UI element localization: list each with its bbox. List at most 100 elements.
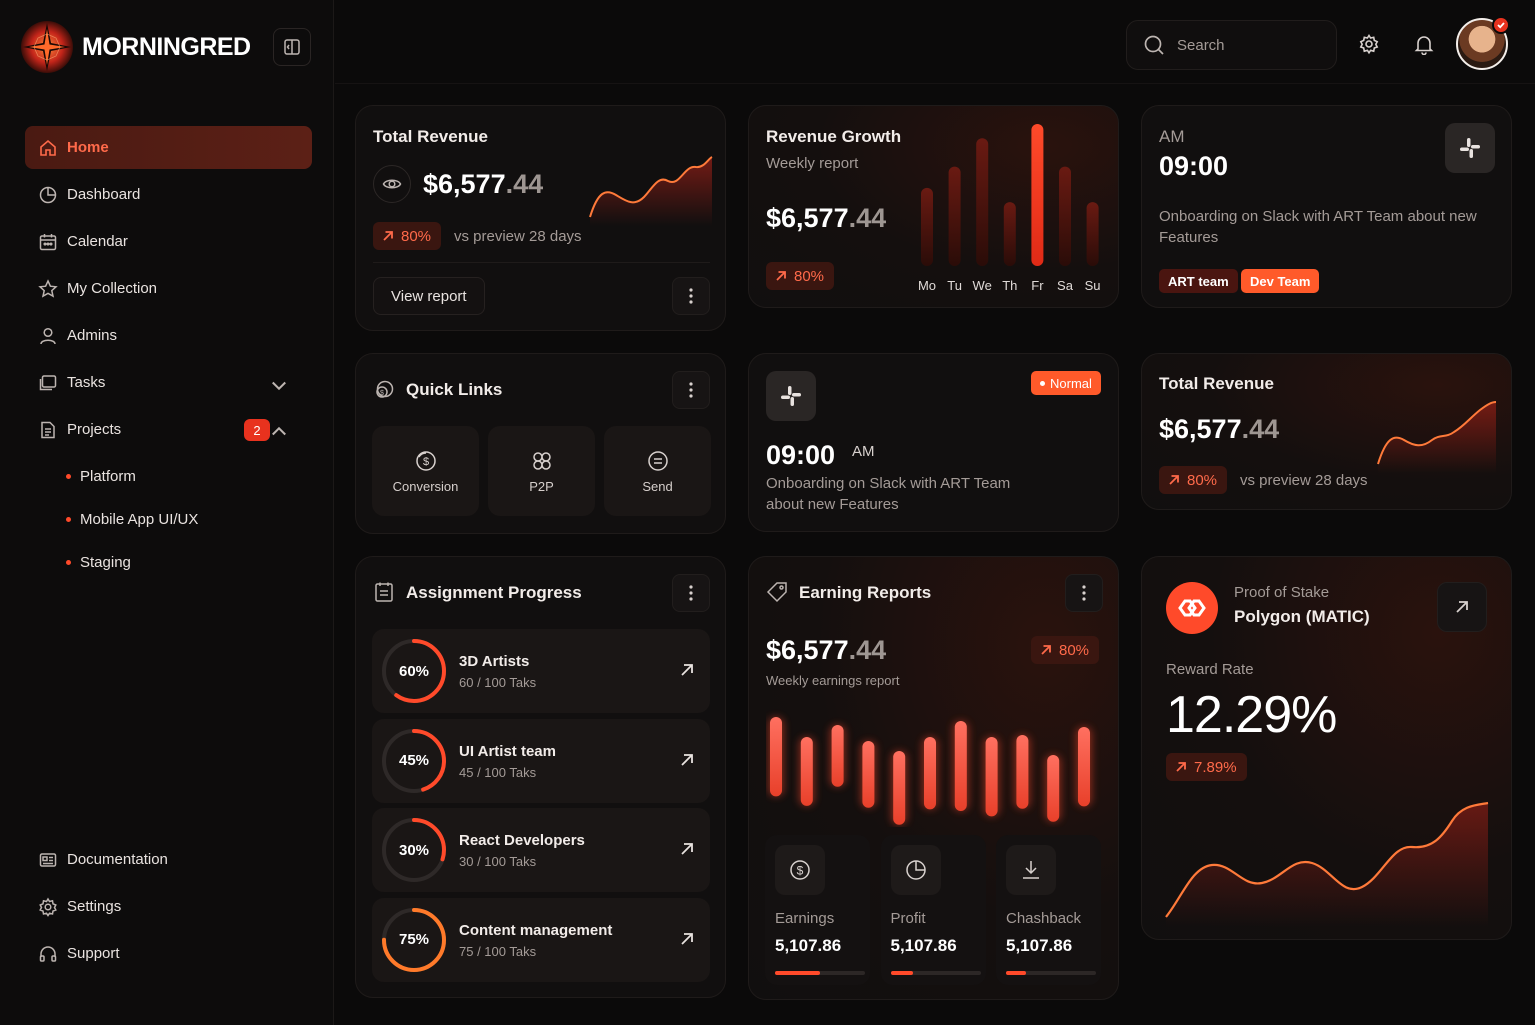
card-title: Total Revenue: [373, 127, 488, 146]
bullet-dot: [66, 517, 71, 522]
progress-team-name: UI Artist team: [459, 742, 556, 760]
quick-link-p2p[interactable]: P2P: [488, 426, 595, 516]
earnings-bar: [862, 741, 875, 808]
sidebar-item-settings[interactable]: Settings: [25, 885, 312, 928]
calendar-icon: [39, 233, 57, 250]
earnings-tile-chashback[interactable]: Chashback 5,107.86: [996, 835, 1101, 985]
arrow-up-right-icon[interactable]: [678, 751, 696, 769]
sidebar-subitem-label: Mobile App UI/UX: [80, 511, 199, 528]
sidebar-item-documentation[interactable]: Documentation: [25, 838, 312, 881]
pie-chart-icon: [39, 186, 57, 203]
arrow-up-right-icon: [1169, 475, 1179, 485]
progress-item[interactable]: 60% 3D Artists 60 / 100 Taks: [372, 629, 710, 713]
quick-link-conversion[interactable]: $ Conversion: [372, 426, 479, 516]
sidebar-item-label: Home: [67, 139, 109, 156]
amount-decimal: .44: [505, 169, 544, 199]
bell-icon[interactable]: [1413, 33, 1435, 55]
tag-art-team[interactable]: ART team: [1159, 269, 1238, 293]
change-badge: 80%: [1159, 466, 1228, 494]
arrow-up-right-icon: [776, 271, 786, 281]
earnings-tile-earnings[interactable]: $ Earnings 5,107.86: [765, 835, 870, 985]
earnings-bar-chart: [768, 717, 1092, 825]
search-input[interactable]: [1177, 36, 1317, 54]
meeting-description-line2: about new Features: [766, 496, 899, 513]
toggle-visibility-button[interactable]: [373, 165, 411, 203]
tag-dev-team[interactable]: Dev Team: [1241, 269, 1320, 293]
meeting-card: Normal 09:00 AM Onboarding on Slack with…: [748, 353, 1119, 532]
sidebar-item-projects[interactable]: Projects 2: [25, 408, 312, 451]
meeting-period: AM: [852, 443, 875, 460]
collapse-sidebar-button[interactable]: [273, 28, 311, 66]
more-options-button[interactable]: [672, 574, 710, 612]
user-avatar[interactable]: [1456, 16, 1510, 70]
assignment-progress-card: Assignment Progress 60% 3D Artists 60 / 10…: [355, 556, 726, 998]
open-staking-button[interactable]: [1437, 582, 1487, 632]
tile-label: Chashback: [1006, 910, 1082, 927]
day-label: Sa: [1057, 278, 1073, 293]
status-badge: Normal: [1031, 371, 1101, 395]
change-badge: 7.89%: [1166, 753, 1247, 781]
sidebar-subitem-label: Staging: [80, 554, 131, 571]
sidebar-item-dashboard[interactable]: Dashboard: [25, 173, 312, 216]
arrow-up-right-icon[interactable]: [678, 930, 696, 948]
arrow-up-right-icon[interactable]: [678, 840, 696, 858]
sidebar-item-tasks[interactable]: Tasks: [25, 361, 312, 404]
sidebar-item-calendar[interactable]: Calendar: [25, 220, 312, 263]
user-icon: [40, 327, 56, 344]
more-options-button[interactable]: [1065, 574, 1103, 612]
card-title: Revenue Growth: [766, 127, 902, 146]
settings-icon: [39, 897, 57, 917]
p2p-icon: [532, 451, 551, 470]
tile-progress-fill: [1006, 971, 1026, 975]
progress-task-count: 75 / 100 Taks: [459, 943, 537, 959]
more-options-button[interactable]: [672, 371, 710, 409]
day-label: Th: [1002, 278, 1018, 293]
progress-item[interactable]: 45% UI Artist team 45 / 100 Taks: [372, 718, 710, 803]
sidebar-item-home[interactable]: Home: [25, 126, 312, 169]
sidebar-item-my-collection[interactable]: My Collection: [25, 267, 312, 310]
dollar-icon: $: [790, 860, 810, 880]
card-title: Quick Links: [406, 380, 503, 399]
settings-gear-icon[interactable]: [1358, 33, 1380, 55]
sidebar-subitem-staging[interactable]: Staging: [25, 541, 312, 584]
sidebar: MORNINGRED Home Dashboard Calendar My Co…: [0, 0, 334, 1025]
progress-item[interactable]: 30% React Developers 30 / 100 Taks: [372, 808, 710, 892]
quick-link-send[interactable]: Send: [604, 426, 711, 516]
sidebar-item-support[interactable]: Support: [25, 932, 312, 975]
document-icon: [41, 421, 55, 438]
tile-progress-fill: [775, 971, 820, 975]
progress-team-name: 3D Artists: [459, 653, 530, 670]
compare-text: vs preview 28 days: [1240, 472, 1368, 489]
revenue-sparkline: [1377, 401, 1497, 473]
earnings-bar: [800, 737, 813, 806]
polygon-icon: [1178, 599, 1206, 617]
staking-kicker: Proof of Stake: [1234, 584, 1330, 601]
slack-app-tile[interactable]: [766, 371, 816, 421]
sidebar-subitem-mobile-app[interactable]: Mobile App UI/UX: [25, 498, 312, 541]
progress-item[interactable]: 75% Content management 75 / 100 Taks: [372, 897, 710, 982]
sidebar-subitem-platform[interactable]: Platform: [25, 455, 312, 498]
arrow-up-right-icon[interactable]: [678, 661, 696, 679]
status-label: Normal: [1050, 375, 1092, 391]
chevron-down-icon[interactable]: [269, 375, 289, 395]
revenue-amount: $6,577.44: [1159, 414, 1279, 445]
earning-reports-card: Earning Reports $6,577.44 Weekly earning…: [748, 556, 1119, 1000]
more-options-button[interactable]: [672, 277, 710, 315]
slack-app-tile[interactable]: [1445, 123, 1495, 173]
kebab-menu-icon: [689, 382, 693, 398]
svg-text:$: $: [797, 864, 804, 878]
progress-ring: [382, 728, 446, 793]
view-report-button[interactable]: View report: [373, 277, 485, 315]
quick-link-label: P2P: [529, 478, 554, 494]
search-box[interactable]: [1126, 20, 1337, 70]
amount-whole: $6,577: [423, 169, 506, 199]
tile-icon-box: $: [775, 845, 825, 895]
quick-links-card: $ Quick Links $ Conversion P2P Send: [355, 353, 726, 534]
brand-logo[interactable]: MORNINGRED: [20, 20, 251, 74]
earnings-tile-profit[interactable]: Profit 5,107.86: [880, 835, 986, 985]
tile-progress-fill: [890, 971, 913, 975]
chevron-up-icon[interactable]: [269, 422, 289, 442]
bar-we: [976, 138, 989, 266]
kebab-menu-icon: [689, 288, 693, 304]
sidebar-item-admins[interactable]: Admins: [25, 314, 312, 357]
